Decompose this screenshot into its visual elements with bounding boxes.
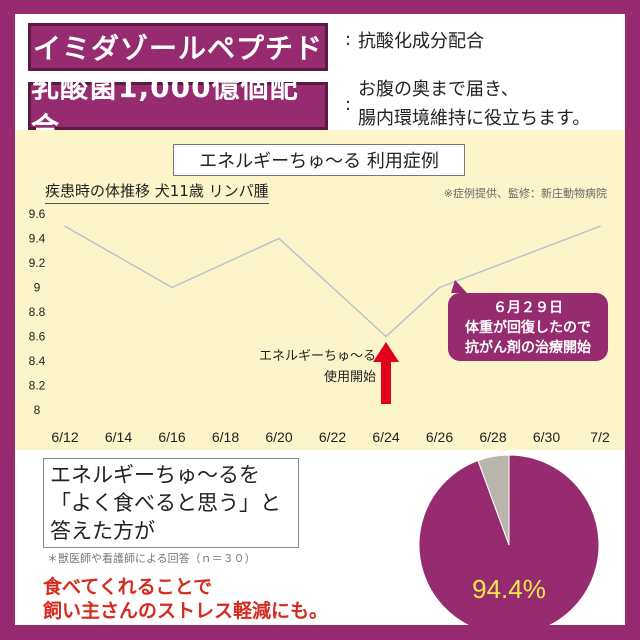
survey-message-line: 飼い主さんのストレス軽減にも。 [43, 600, 329, 622]
x-tick-label: 6/26 [426, 429, 453, 445]
feature-colon: : [345, 29, 352, 50]
y-tick-label: 8.6 [29, 330, 46, 344]
callout-line: 抗がん剤の治療開始 [465, 339, 591, 356]
x-tick-label: 6/30 [533, 429, 560, 445]
survey-message: 食べてくれることで 飼い主さんのストレス軽減にも。 [43, 575, 328, 623]
feature-badge-imidazole: イミダゾールペプチド [28, 23, 328, 71]
y-tick-label: 9 [34, 281, 41, 295]
y-tick-label: 8.4 [29, 354, 46, 368]
annotation-start-line: 使用開始 [324, 369, 376, 385]
survey-message-line: 食べてくれることで [43, 576, 213, 598]
x-tick-label: 6/28 [479, 429, 506, 445]
feature-text-antioxidant: 抗酸化成分配合 [358, 31, 484, 52]
y-tick-label: 9.2 [29, 256, 46, 270]
y-tick-label: 9.6 [29, 207, 46, 221]
callout-bubble [448, 293, 608, 361]
survey-question-line: エネルギーちゅ～るを [50, 463, 260, 487]
chart-subtitle: 疾患時の体推移 犬11歳 リンパ腫 [45, 180, 269, 204]
survey-question-box: エネルギーちゅ～るを 「よく食べると思う」と 答えた方が [43, 458, 299, 548]
x-tick-label: 7/2 [590, 429, 610, 445]
pie-slice [477, 454, 510, 546]
survey-question-line: 「よく食べると思う」と [50, 491, 281, 515]
y-tick-label: 8.2 [29, 379, 46, 393]
data-point [171, 286, 173, 289]
feature-badge-lactobacillus: 乳酸菌1,000億個配合 [28, 71, 328, 144]
red-arrow-icon [373, 342, 399, 404]
survey-question-line: 答えた方が [50, 519, 155, 543]
x-tick-label: 6/18 [212, 429, 239, 445]
feature-colon: : [345, 94, 352, 115]
data-point [278, 237, 280, 240]
callout-line: ６月２９日 [493, 300, 563, 316]
x-tick-label: 6/24 [372, 429, 399, 445]
y-tick-label: 8.8 [29, 305, 46, 319]
feature-text-gut-line1: お腹の奥まで届き、 [358, 79, 519, 100]
chart-title: エネルギーちゅ～る 利用症例 [173, 144, 465, 176]
data-point [438, 286, 441, 289]
pie-chart-wrap: 94.4% [418, 450, 609, 636]
survey-panel: エネルギーちゅ～るを 「よく食べると思う」と 答えた方が ＊獣医師や看護師による… [15, 450, 625, 636]
y-tick-label: 9.4 [29, 232, 46, 246]
x-tick-label: 6/16 [158, 429, 185, 445]
data-point [599, 225, 601, 228]
data-point [64, 225, 66, 228]
x-tick-label: 6/22 [319, 429, 346, 445]
annotation-start-line: エネルギーちゅ～る [259, 349, 376, 364]
data-point [385, 335, 387, 338]
y-tick-label: 8 [34, 403, 41, 417]
x-tick-label: 6/20 [265, 429, 292, 445]
survey-note: ＊獣医師や看護師による回答（ｎ＝３０） [47, 552, 256, 565]
feature-text-gut-line2: 腸内環境維持に役立ちます。 [358, 108, 591, 129]
x-tick-label: 6/14 [105, 429, 132, 445]
callout-pointer [451, 280, 467, 293]
series-line [64, 225, 601, 338]
chart-credit: ※症例提供、監修：新庄動物病院 [443, 187, 607, 200]
pie-percent-label: 94.4% [472, 574, 546, 604]
x-tick-label: 6/12 [51, 429, 78, 445]
pie-chart: 94.4% [418, 454, 600, 636]
chart-panel: エネルギーちゅ～る 利用症例 疾患時の体推移 犬11歳 リンパ腫 ※症例提供、監… [15, 130, 625, 450]
callout-line: 体重が回復したので [465, 319, 591, 336]
line-chart: 9.6 9.4 9.2 9 8.8 8.6 8.4 8.2 8 6/12 6/14 6/16 6/18 6… [29, 207, 610, 445]
